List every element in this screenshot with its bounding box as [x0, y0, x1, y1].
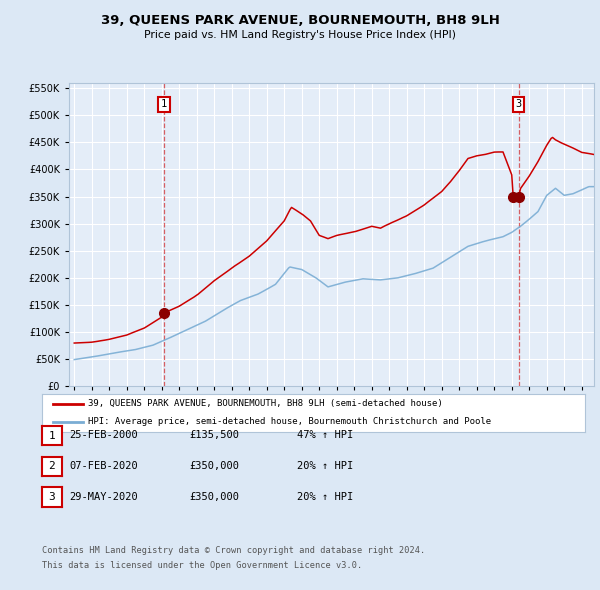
- Text: Contains HM Land Registry data © Crown copyright and database right 2024.: Contains HM Land Registry data © Crown c…: [42, 546, 425, 555]
- Text: 39, QUEENS PARK AVENUE, BOURNEMOUTH, BH8 9LH (semi-detached house): 39, QUEENS PARK AVENUE, BOURNEMOUTH, BH8…: [88, 399, 443, 408]
- Text: £135,500: £135,500: [189, 431, 239, 440]
- Text: £350,000: £350,000: [189, 461, 239, 471]
- Text: 47% ↑ HPI: 47% ↑ HPI: [297, 431, 353, 440]
- Text: 07-FEB-2020: 07-FEB-2020: [69, 461, 138, 471]
- Text: 25-FEB-2000: 25-FEB-2000: [69, 431, 138, 440]
- Text: 20% ↑ HPI: 20% ↑ HPI: [297, 492, 353, 502]
- Text: 29-MAY-2020: 29-MAY-2020: [69, 492, 138, 502]
- Text: 2: 2: [49, 461, 55, 471]
- Text: This data is licensed under the Open Government Licence v3.0.: This data is licensed under the Open Gov…: [42, 560, 362, 569]
- Text: 1: 1: [49, 431, 55, 441]
- Text: 39, QUEENS PARK AVENUE, BOURNEMOUTH, BH8 9LH: 39, QUEENS PARK AVENUE, BOURNEMOUTH, BH8…: [101, 14, 499, 27]
- Text: £350,000: £350,000: [189, 492, 239, 502]
- Text: 3: 3: [49, 492, 55, 502]
- Text: 1: 1: [161, 99, 167, 109]
- Text: 3: 3: [515, 99, 522, 109]
- Text: HPI: Average price, semi-detached house, Bournemouth Christchurch and Poole: HPI: Average price, semi-detached house,…: [88, 417, 491, 426]
- Text: Price paid vs. HM Land Registry's House Price Index (HPI): Price paid vs. HM Land Registry's House …: [144, 31, 456, 40]
- Text: 20% ↑ HPI: 20% ↑ HPI: [297, 461, 353, 471]
